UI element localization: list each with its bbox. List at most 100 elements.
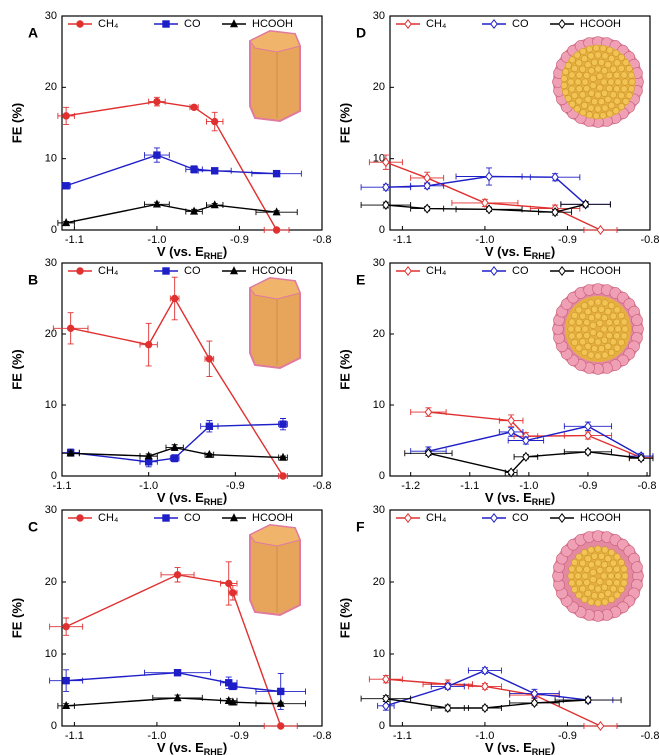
core-atom: [579, 312, 587, 320]
core-atom: [589, 569, 597, 576]
plot-frame: [389, 15, 651, 231]
core-atom: [617, 53, 625, 61]
x-tick-label: -1.0: [139, 480, 158, 492]
series-line: [66, 697, 281, 707]
x-tick-label: -1.1: [393, 234, 412, 246]
x-axis-label: V (vs. ERHE): [157, 490, 227, 507]
legend-marker: [490, 512, 498, 524]
core-atom: [571, 92, 579, 99]
core-atom: [606, 46, 614, 54]
core-atom: [608, 55, 615, 63]
core-atom: [575, 565, 583, 573]
marker: [278, 452, 288, 461]
core-atom: [601, 299, 609, 307]
core-atom: [613, 332, 621, 340]
core-atom: [613, 565, 621, 573]
core-atom: [605, 319, 613, 326]
core-atom: [609, 559, 617, 567]
core-atom: [568, 332, 576, 340]
legend-marker: [229, 513, 239, 522]
core-atom: [579, 585, 587, 593]
x-tick-label: -1.1: [393, 730, 412, 742]
core-atom: [609, 312, 617, 320]
x-axis-label-text: V (vs. E: [485, 244, 532, 259]
core-atom: [599, 44, 607, 52]
core-atom: [600, 572, 608, 580]
marker: [424, 407, 433, 418]
core-atom: [620, 332, 628, 340]
marker: [277, 722, 285, 730]
core-atom: [601, 314, 608, 322]
legend-marker: [404, 512, 412, 524]
y-tick-label: 0: [379, 224, 385, 236]
core-atom: [588, 89, 595, 97]
x-tick-label: -0.8: [638, 480, 657, 492]
core-atom: [620, 71, 628, 79]
core-atom: [613, 591, 621, 599]
series-line: [65, 203, 277, 224]
marker: [279, 420, 287, 428]
core-atom: [575, 332, 583, 340]
core-atom: [605, 332, 613, 339]
series-line: [66, 672, 281, 693]
core-atom: [604, 61, 612, 69]
x-axis-label-subscript: RHE: [204, 251, 223, 261]
core-atom: [587, 104, 595, 112]
x-axis-label-close: ): [551, 244, 555, 259]
core-atom: [605, 72, 613, 79]
core-atom: [584, 589, 592, 597]
marker: [637, 453, 645, 464]
core-atom: [613, 553, 621, 561]
x-axis-label-close: ): [223, 244, 227, 259]
crystal-top: [249, 524, 301, 547]
core-atom: [581, 595, 588, 603]
marker: [276, 698, 285, 707]
core-atom: [562, 88, 570, 96]
x-tick-label: -0.8: [641, 730, 659, 742]
marker: [485, 204, 493, 215]
core-atom: [575, 85, 583, 93]
legend-marker: [404, 18, 412, 30]
core-atom: [612, 107, 620, 115]
series-line: [428, 451, 642, 474]
x-tick-label: -1.0: [475, 234, 494, 246]
marker: [424, 448, 433, 459]
core-atom: [596, 331, 604, 339]
core-atom: [579, 91, 587, 99]
core-atom: [604, 342, 612, 350]
core-atom: [581, 325, 589, 333]
core-atom: [581, 549, 588, 557]
y-axis-label: FE (%): [9, 349, 24, 389]
legend-label: CO: [512, 265, 529, 277]
marker: [551, 172, 559, 183]
core-atom: [601, 52, 609, 60]
core-atom: [617, 312, 625, 319]
x-tick-label: -0.9: [226, 480, 245, 492]
marker: [210, 167, 219, 175]
x-axis-label-close: ): [551, 490, 555, 505]
core-atom: [621, 78, 629, 86]
marker: [62, 218, 71, 227]
x-axis-label-subscript: RHE: [204, 747, 223, 755]
core-atom: [575, 59, 583, 67]
x-tick-label: -0.8: [641, 234, 659, 246]
core-atom: [608, 595, 615, 603]
core-atom: [583, 319, 591, 326]
marker: [382, 700, 390, 711]
core-atom: [586, 45, 593, 53]
core-atom: [601, 546, 609, 554]
core-atom: [613, 318, 621, 326]
core-atom: [573, 105, 581, 113]
marker: [485, 171, 493, 182]
panel-label: E: [356, 272, 365, 288]
x-axis-label-close: ): [551, 740, 555, 755]
y-tick-label: 30: [45, 10, 57, 22]
core-atom: [568, 579, 576, 587]
plot-frame: [61, 15, 323, 231]
core-atom: [579, 48, 587, 55]
core-atom: [594, 585, 602, 593]
core-atom: [614, 572, 622, 580]
core-atom: [601, 336, 608, 344]
crystal-top: [249, 30, 301, 53]
